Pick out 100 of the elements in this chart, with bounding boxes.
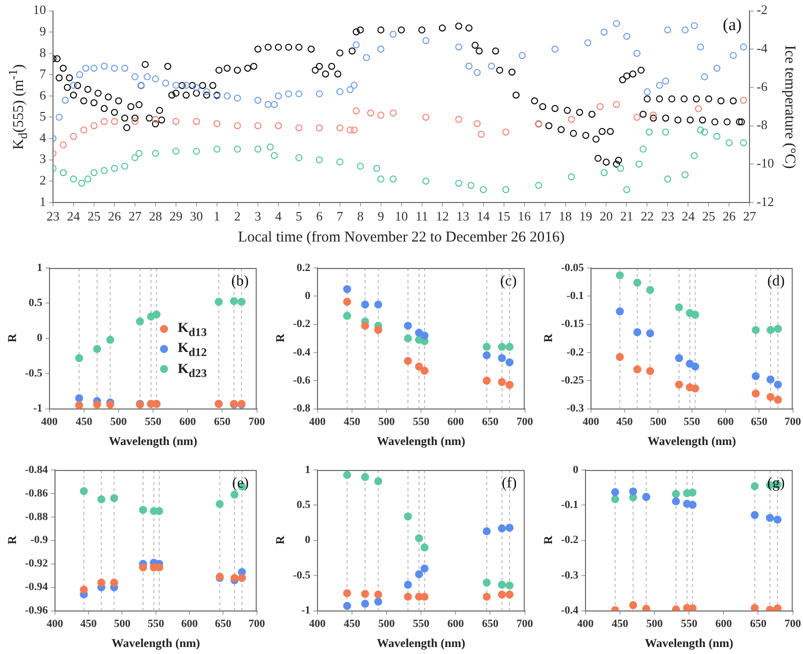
y-tick-label: 1 [40,194,46,209]
x-tick-label: 550 [680,618,698,630]
x-tick-label: 450 [612,618,629,630]
point [552,46,559,53]
x-tick-label: 20 [600,208,613,224]
y-tick-label: -0.3 [566,402,584,415]
point [415,362,424,371]
point [131,73,138,80]
point [70,132,77,140]
x-tick-label: 500 [114,618,131,630]
y-tick-label: 1 [304,464,310,476]
point [422,114,430,121]
point [616,352,624,361]
y-tick-label: -0.1 [566,290,584,302]
point [646,128,653,136]
point [612,20,620,28]
point [740,43,748,50]
point [455,180,462,187]
point [254,146,262,153]
y2-tick-label: -12 [756,194,774,209]
x-tick-label: 400 [582,416,600,428]
point [295,90,302,98]
point [343,589,352,598]
point [730,52,737,60]
point [646,329,654,338]
x-tick-label: 17 [538,208,552,224]
x-tick-label: 7 [336,208,344,224]
point [498,354,506,362]
point [633,365,642,374]
y-tick-label: -0.5 [24,367,43,380]
point [363,54,370,62]
y-tick-label: -0.94 [24,581,48,594]
point [343,602,352,610]
point [75,354,84,362]
point [502,128,510,136]
point [646,286,654,294]
point [121,162,128,170]
point [343,312,352,320]
point [230,574,239,582]
point [691,362,700,371]
point [750,482,759,490]
point [106,400,114,409]
point [690,22,698,30]
point [373,164,380,172]
point [611,488,620,496]
point [675,380,684,389]
annotation: (d) [767,273,785,290]
y-tick-label: -0.25 [560,374,584,386]
x-tick-label: 26 [722,208,736,224]
point [100,166,108,174]
point [192,118,200,125]
point [774,516,782,524]
point [80,126,88,134]
point [172,148,180,155]
point [110,578,118,587]
point [110,64,118,72]
point [506,524,514,532]
point [152,116,159,123]
x-tick-label: 550 [144,416,162,428]
x-tick-label: 19 [579,208,592,224]
point [390,175,397,182]
x-tick-label: 15 [497,208,510,224]
x-tick-label: 16 [518,208,532,224]
point [404,334,412,342]
point [82,64,90,72]
point [356,162,364,170]
x-tick-label: 400 [309,416,326,428]
point [70,175,77,182]
x-tick-label: 400 [46,618,64,630]
point [343,470,352,479]
point [238,574,246,582]
x-tick-label: 500 [650,416,667,428]
point [623,186,630,194]
point [238,298,246,306]
point [612,100,620,108]
point [213,146,220,153]
point [701,128,708,136]
point [518,52,526,60]
x-tick-label: 500 [378,618,396,630]
x-tick-label: 600 [179,416,196,428]
point [110,494,118,502]
point [506,581,514,590]
point [672,497,680,506]
point [415,534,424,542]
point [374,326,382,334]
y-tick-label: -0.3 [560,569,579,582]
annotation: (c) [500,273,517,290]
point [224,92,231,100]
point [498,580,506,589]
annotation: (a) [722,14,742,34]
point [377,46,384,53]
point [230,297,238,306]
point [480,186,487,194]
point [682,171,689,178]
x-tick-label: 650 [750,416,768,428]
x-tick-label: 9 [378,208,384,224]
x-tick-label: 650 [482,618,499,630]
point [367,109,374,116]
x-tick-label: 400 [309,618,326,630]
point [316,90,323,98]
